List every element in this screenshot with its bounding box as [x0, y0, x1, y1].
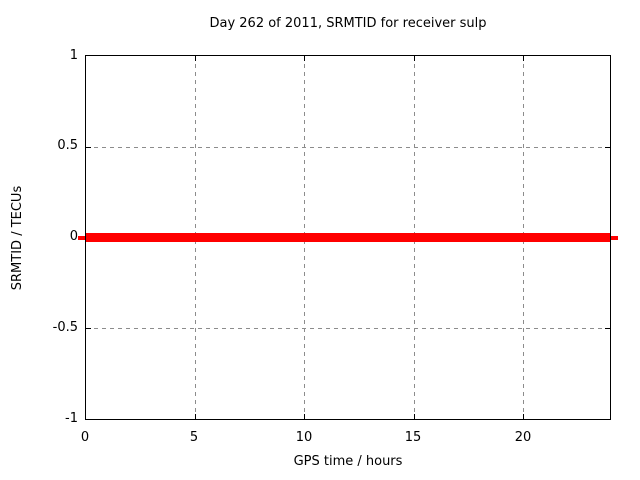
- tick-bottom: [195, 414, 196, 419]
- tick-top: [414, 56, 415, 61]
- x-tick-label: 15: [404, 430, 422, 445]
- srmtid-data-line: [86, 233, 610, 242]
- x-tick-label: 0: [80, 430, 90, 445]
- tick-bottom: [523, 414, 524, 419]
- tick-left: [86, 147, 91, 148]
- x-tick-label: 5: [189, 430, 199, 445]
- y-tick-label: -1: [65, 411, 78, 426]
- zero-line-cap-right: [611, 236, 618, 240]
- x-axis-title: GPS time / hours: [293, 454, 403, 469]
- y-tick-label: 0: [69, 229, 78, 244]
- tick-right: [605, 147, 610, 148]
- chart-title: Day 262 of 2011, SRMTID for receiver sul…: [209, 16, 487, 31]
- tick-bottom: [304, 414, 305, 419]
- y-tick-label: 0.5: [57, 138, 78, 153]
- tick-bottom: [414, 414, 415, 419]
- gridline-h-m0p5: [86, 328, 610, 329]
- y-tick-label: -0.5: [52, 320, 78, 335]
- tick-top: [523, 56, 524, 61]
- plot-area: [85, 55, 611, 420]
- gridline-h-0p5: [86, 147, 610, 148]
- tick-top: [195, 56, 196, 61]
- tick-top: [304, 56, 305, 61]
- x-tick-label: 20: [514, 430, 532, 445]
- tick-left: [86, 328, 91, 329]
- x-tick-label: 10: [295, 430, 313, 445]
- y-tick-label: 1: [69, 48, 78, 63]
- zero-line-cap-left: [78, 236, 85, 240]
- tick-right: [605, 328, 610, 329]
